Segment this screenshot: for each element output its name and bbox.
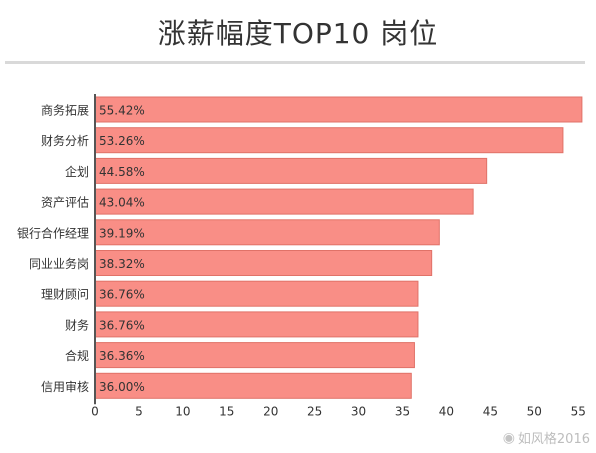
category-label: 信用审核: [41, 379, 89, 394]
category-label: 同业业务岗: [29, 256, 89, 271]
x-tick-label: 30: [351, 404, 366, 418]
bar: [94, 96, 583, 123]
bar: [94, 219, 440, 246]
data-label: 36.36%: [99, 349, 145, 363]
data-label: 43.04%: [99, 196, 145, 210]
x-tick-label: 35: [395, 404, 410, 418]
bar: [94, 250, 433, 276]
data-label: 39.19%: [99, 226, 145, 240]
data-label: 44.58%: [99, 165, 145, 179]
data-label: 36.00%: [99, 380, 145, 394]
weibo-icon: ◉: [502, 429, 515, 446]
data-label: 36.76%: [99, 288, 145, 302]
x-tick-label: 45: [483, 404, 498, 418]
category-label: 银行合作经理: [17, 225, 89, 240]
watermark: ◉ 如风格2016: [502, 428, 590, 448]
x-tick-label: 55: [571, 404, 586, 418]
chart-title: 涨薪幅度TOP10 岗位: [157, 17, 439, 50]
x-tick-label: 0: [91, 404, 99, 418]
bar: [94, 280, 419, 307]
category-label: 财务: [65, 317, 89, 332]
data-label: 38.32%: [99, 257, 145, 271]
data-label: 55.42%: [99, 104, 145, 118]
x-tick-label: 20: [263, 404, 278, 418]
data-label: 36.76%: [99, 318, 145, 332]
category-label: 商务拓展: [41, 103, 89, 118]
bar: [94, 188, 474, 215]
bar: [94, 311, 419, 338]
x-tick-label: 50: [527, 404, 542, 418]
x-tick-label: 10: [175, 404, 190, 418]
category-label: 财务分析: [41, 133, 89, 148]
category-label: 合规: [65, 348, 89, 363]
category-label: 理财顾问: [41, 288, 89, 302]
watermark-text: 如风格2016: [517, 432, 590, 447]
x-tick-label: 25: [307, 404, 322, 418]
bar: [94, 157, 488, 184]
category-label: 资产评估: [41, 196, 89, 210]
x-tick-label: 5: [135, 404, 143, 418]
bar: [94, 127, 564, 154]
x-tick-label: 15: [219, 404, 234, 418]
data-label: 53.26%: [99, 134, 145, 148]
bar: [94, 372, 412, 399]
title-divider: [5, 61, 585, 64]
bar: [94, 342, 415, 369]
category-label: 企划: [65, 164, 89, 179]
x-tick-label: 40: [439, 404, 454, 418]
